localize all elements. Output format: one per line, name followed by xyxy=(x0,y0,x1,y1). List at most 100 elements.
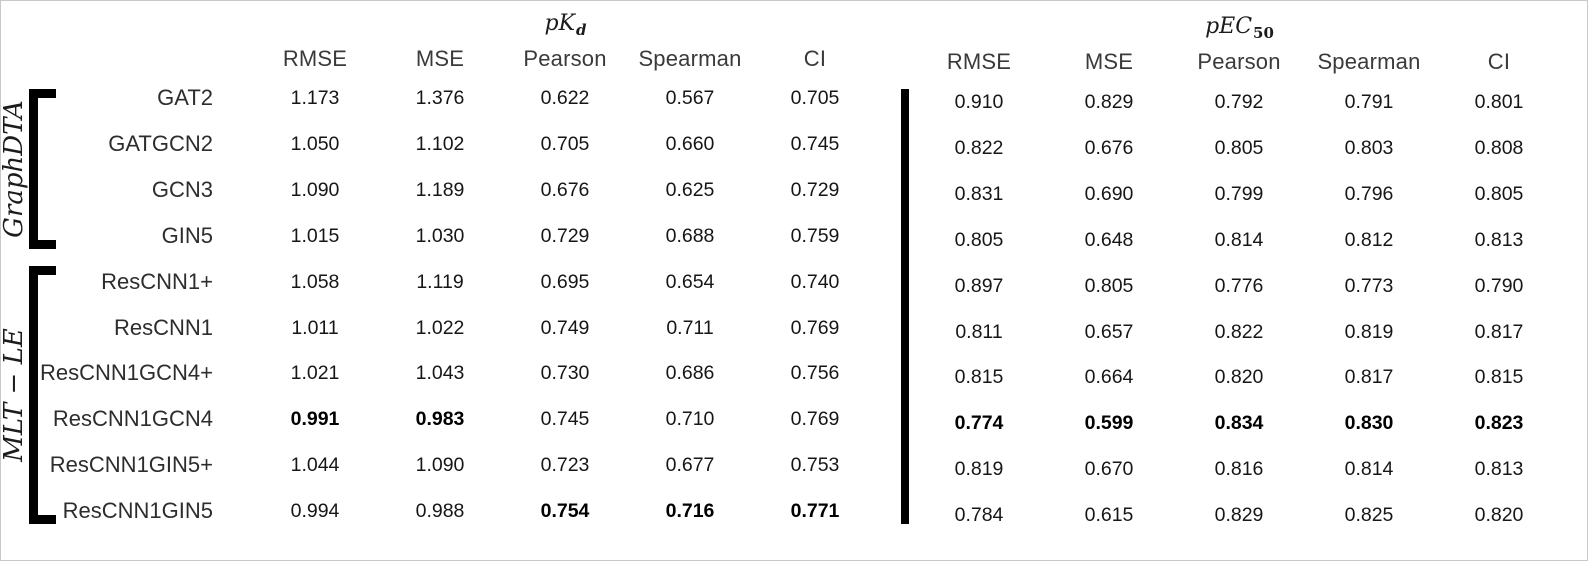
pec50-value-cell: 0.792 xyxy=(1214,91,1264,113)
pec50-value-cell: 0.670 xyxy=(1084,458,1134,480)
pkd-header-rmse: RMSE xyxy=(282,46,348,71)
row-label-ResCNN1GIN5: ResCNN1GIN5 xyxy=(62,498,213,523)
pec50-value-cell: 0.829 xyxy=(1084,91,1134,113)
pkd-value-cell: 0.983 xyxy=(415,408,465,430)
pkd-value-cell: 0.660 xyxy=(665,133,715,155)
pec50-title-subscript: 50 xyxy=(1253,24,1274,42)
pkd-value-cell: 0.654 xyxy=(665,271,715,293)
pec50-value-cell: 0.784 xyxy=(954,504,1004,526)
pkd-value-cell: 1.090 xyxy=(415,454,465,476)
row-label-GAT2: GAT2 xyxy=(157,85,213,110)
group-label-mlt-le: MLT − LE xyxy=(0,328,29,462)
pkd-header-mse: MSE xyxy=(415,46,465,71)
row-label-ResCNN1GCN4: ResCNN1GCN4 xyxy=(52,406,213,431)
pkd-value-cell: 0.730 xyxy=(540,362,590,384)
pec50-value-cell: 0.808 xyxy=(1474,137,1524,159)
pec50-value-cell: 0.822 xyxy=(1214,321,1264,343)
pec50-value-cell: 0.814 xyxy=(1344,458,1394,480)
pec50-header-mse: MSE xyxy=(1084,49,1134,74)
pec50-value-cell: 0.829 xyxy=(1214,504,1264,526)
pec50-value-cell: 0.819 xyxy=(1344,321,1394,343)
graphdta-group-bracket xyxy=(29,89,56,249)
pkd-value-cell: 0.749 xyxy=(540,317,590,339)
pkd-value-cell: 1.058 xyxy=(290,271,340,293)
pec50-value-cell: 0.811 xyxy=(955,321,1003,343)
pkd-value-cell: 0.711 xyxy=(666,317,714,339)
panel-divider-line xyxy=(901,89,909,524)
row-label-GATGCN2: GATGCN2 xyxy=(108,131,213,156)
pec50-value-cell: 0.690 xyxy=(1084,183,1134,205)
pec50-value-cell: 0.799 xyxy=(1214,183,1264,205)
pkd-value-cell: 1.090 xyxy=(290,179,340,201)
pkd-value-cell: 0.745 xyxy=(540,408,590,430)
pec50-value-cell: 0.801 xyxy=(1474,91,1524,113)
pec50-panel-title: pEC50 xyxy=(1149,10,1329,44)
pkd-value-cell: 1.119 xyxy=(416,271,464,293)
pkd-value-cell: 0.695 xyxy=(540,271,590,293)
pec50-value-cell: 0.813 xyxy=(1474,458,1524,480)
pkd-value-cell: 1.015 xyxy=(290,225,340,247)
pkd-value-cell: 0.622 xyxy=(540,87,590,109)
pec50-value-cell: 0.805 xyxy=(1214,137,1264,159)
pec50-value-cell: 0.825 xyxy=(1344,504,1394,526)
pec50-title-main: pEC xyxy=(1205,14,1253,39)
pec50-value-cell: 0.823 xyxy=(1474,412,1524,434)
pkd-value-cell: 0.769 xyxy=(790,408,840,430)
pkd-value-cell: 0.994 xyxy=(290,500,340,522)
pkd-value-cell: 1.173 xyxy=(290,87,340,109)
pec50-value-cell: 0.814 xyxy=(1214,229,1264,251)
pec50-value-cell: 0.791 xyxy=(1344,91,1394,113)
pec50-value-cell: 0.820 xyxy=(1474,504,1524,526)
pec50-value-cell: 0.830 xyxy=(1344,412,1394,434)
pec50-value-cell: 0.897 xyxy=(954,275,1004,297)
pec50-value-cell: 0.805 xyxy=(1474,183,1524,205)
pkd-value-cell: 0.771 xyxy=(790,500,840,522)
pkd-value-cell: 0.567 xyxy=(665,87,715,109)
pec50-value-cell: 0.812 xyxy=(1344,229,1394,251)
pec50-value-cell: 0.676 xyxy=(1084,137,1134,159)
row-label-ResCNN1GIN5+: ResCNN1GIN5+ xyxy=(49,452,213,477)
pkd-header-spearman: Spearman xyxy=(638,46,742,71)
pkd-value-cell: 0.676 xyxy=(540,179,590,201)
row-label-GCN3: GCN3 xyxy=(151,177,213,202)
pkd-value-cell: 0.716 xyxy=(665,500,715,522)
pkd-value-cell: 0.625 xyxy=(665,179,715,201)
pkd-header-pearson: Pearson xyxy=(523,46,607,71)
row-label-ResCNN1: ResCNN1 xyxy=(113,315,213,340)
pec50-value-cell: 0.774 xyxy=(954,412,1004,434)
pkd-value-cell: 1.021 xyxy=(290,362,340,384)
pec50-value-cell: 0.815 xyxy=(1474,366,1524,388)
pkd-value-cell: 0.754 xyxy=(540,500,590,522)
pkd-value-cell: 0.723 xyxy=(540,454,590,476)
pec50-header-rmse: RMSE xyxy=(946,49,1012,74)
pkd-value-cell: 0.705 xyxy=(540,133,590,155)
pec50-value-cell: 0.599 xyxy=(1084,412,1134,434)
pec50-value-cell: 0.805 xyxy=(954,229,1004,251)
pec50-value-cell: 0.817 xyxy=(1344,366,1394,388)
pkd-value-cell: 0.686 xyxy=(665,362,715,384)
pec50-value-cell: 0.773 xyxy=(1344,275,1394,297)
pkd-value-cell: 0.710 xyxy=(665,408,715,430)
pkd-header-ci: CI xyxy=(803,46,827,71)
pkd-value-cell: 0.745 xyxy=(790,133,840,155)
pec50-value-cell: 0.803 xyxy=(1344,137,1394,159)
pec50-header-ci: CI xyxy=(1487,49,1511,74)
pec50-value-cell: 0.615 xyxy=(1084,504,1134,526)
pkd-value-cell: 0.991 xyxy=(290,408,340,430)
pkd-value-cell: 0.759 xyxy=(790,225,840,247)
pkd-value-cell: 0.753 xyxy=(790,454,840,476)
pkd-value-cell: 0.769 xyxy=(790,317,840,339)
pec50-value-cell: 0.796 xyxy=(1344,183,1394,205)
pec50-value-cell: 0.648 xyxy=(1084,229,1134,251)
pkd-panel-title: pKd xyxy=(475,7,655,41)
pkd-value-cell: 1.376 xyxy=(415,87,465,109)
pkd-value-cell: 0.677 xyxy=(665,454,715,476)
pkd-value-cell: 1.030 xyxy=(415,225,465,247)
pkd-value-cell: 1.189 xyxy=(415,179,465,201)
pec50-value-cell: 0.817 xyxy=(1474,321,1524,343)
pec50-header-spearman: Spearman xyxy=(1317,49,1421,74)
pec50-value-cell: 0.664 xyxy=(1084,366,1134,388)
pkd-value-cell: 0.756 xyxy=(790,362,840,384)
pkd-value-cell: 1.011 xyxy=(291,317,339,339)
pkd-value-cell: 0.988 xyxy=(415,500,465,522)
